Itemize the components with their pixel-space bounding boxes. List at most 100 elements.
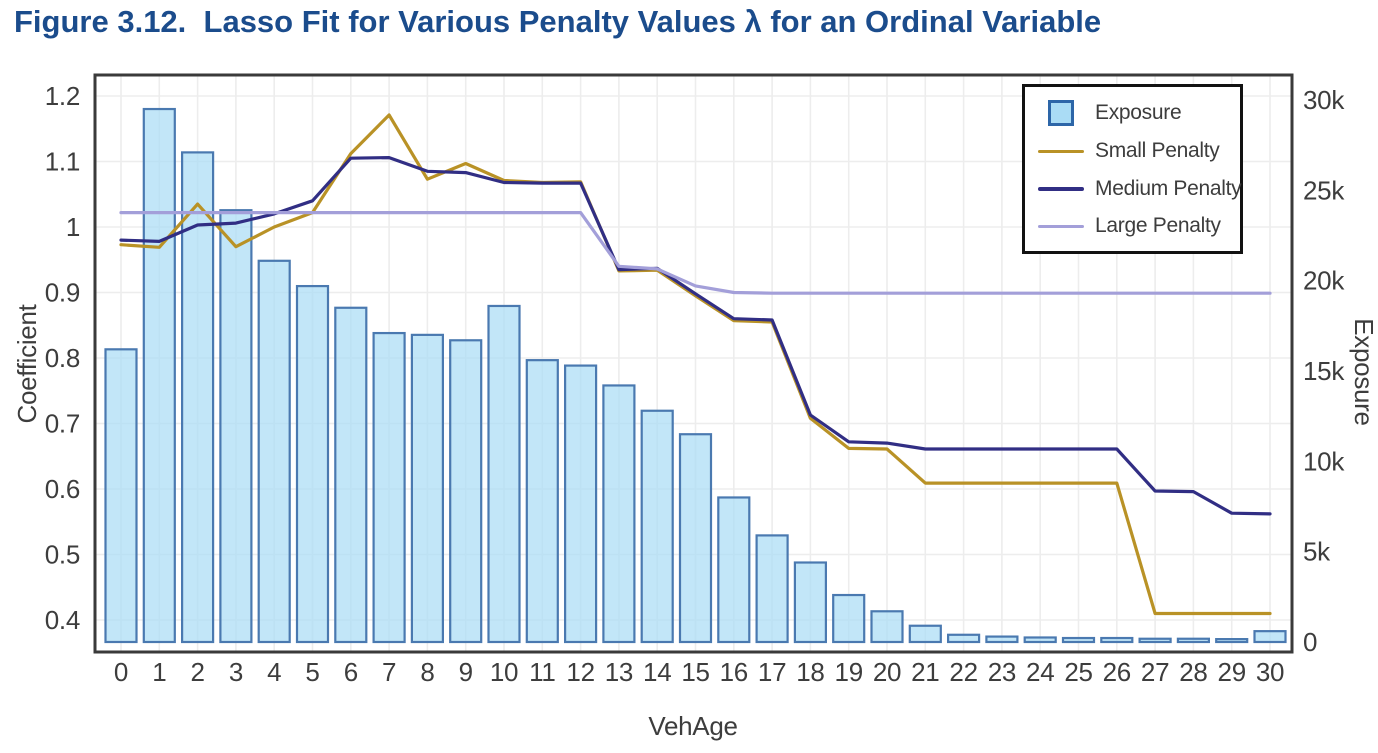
exposure-bar: [181, 151, 215, 644]
x-tick-label: 18: [796, 657, 824, 687]
exposure-bar: [142, 107, 176, 644]
legend-label: Medium Penalty: [1095, 176, 1242, 200]
exposure-bar: [1061, 636, 1096, 644]
x-tick-label: 15: [681, 657, 709, 687]
medium-penalty-line: [119, 156, 1272, 516]
legend: Exposure Small Penalty Medium Penalty La…: [1022, 84, 1243, 254]
x-tick-label: 21: [911, 657, 939, 687]
exposure-bar: [678, 433, 713, 644]
y-right-tick-label: 5k: [1303, 537, 1331, 567]
small-penalty-line-icon: [1038, 149, 1084, 153]
y-right-tick-label: 0: [1303, 627, 1317, 657]
y-left-tick-label: 1.2: [45, 81, 80, 111]
exposure-bar: [640, 409, 674, 644]
exposure-bar: [870, 610, 904, 644]
large-penalty-line-icon: [1038, 224, 1084, 228]
x-tick-label: 11: [529, 657, 555, 687]
x-tick-label: 20: [873, 657, 901, 687]
x-tick-label: 28: [1179, 657, 1207, 687]
y-right-tick-label: 20k: [1303, 266, 1345, 296]
x-tick-label: 14: [643, 657, 671, 687]
exposure-bar: [985, 635, 1019, 644]
x-tick-label: 10: [490, 657, 518, 687]
large-penalty-line: [119, 211, 1272, 295]
legend-item-small-penalty: Small Penalty: [1037, 139, 1230, 163]
y-right-tick-label: 25k: [1303, 175, 1345, 205]
medium-penalty-line-icon: [1038, 187, 1084, 191]
exposure-bar: [295, 284, 330, 644]
exposure-bar: [219, 209, 253, 644]
x-tick-label: 6: [344, 657, 358, 687]
exposure-bar: [563, 364, 598, 644]
x-tick-label: 17: [758, 657, 786, 687]
exposure-bar: [1215, 638, 1249, 644]
x-tick-label: 16: [720, 657, 748, 687]
y-left-tick-label: 0.8: [45, 343, 80, 373]
exposure-bar: [1023, 636, 1057, 644]
exposure-bar: [410, 333, 444, 644]
x-tick-label: 5: [305, 657, 319, 687]
x-tick-label: 12: [566, 657, 594, 687]
exposure-bar: [1100, 636, 1134, 644]
y-left-tick-label: 0.6: [45, 474, 80, 504]
y-right-tick-label: 10k: [1303, 446, 1345, 476]
x-tick-label: 29: [1218, 657, 1246, 687]
y-right-tick-label: 15k: [1303, 356, 1345, 386]
right-axis-title: Exposure: [1349, 318, 1378, 425]
exposure-bar: [334, 306, 368, 644]
exposure-swatch-icon: [1048, 99, 1074, 126]
legend-item-large-penalty: Large Penalty: [1037, 214, 1230, 238]
x-tick-label: 19: [835, 657, 863, 687]
legend-label: Exposure: [1095, 100, 1182, 124]
exposure-bar: [1138, 637, 1172, 644]
exposure-bar: [946, 633, 981, 644]
figure-title: Figure 3.12. Lasso Fit for Various Penal…: [14, 4, 1102, 39]
x-tick-label: 30: [1256, 657, 1284, 687]
x-tick-label: 8: [420, 657, 434, 687]
legend-label: Small Penalty: [1095, 139, 1220, 163]
y-left-tick-label: 0.4: [45, 605, 80, 635]
x-tick-label: 7: [382, 657, 396, 687]
exposure-bar: [487, 304, 521, 644]
x-tick-label: 25: [1064, 657, 1092, 687]
exposure-bar: [372, 331, 406, 644]
exposure-bar: [525, 359, 559, 644]
y-left-tick-label: 1.1: [45, 147, 80, 177]
x-tick-label: 27: [1141, 657, 1169, 687]
x-tick-label: 22: [949, 657, 977, 687]
exposure-bar: [1176, 637, 1211, 644]
exposure-bar: [793, 561, 828, 644]
x-tick-label: 23: [988, 657, 1016, 687]
x-tick-label: 1: [152, 657, 166, 687]
plot-frame: [93, 73, 1294, 654]
x-tick-label: 13: [605, 657, 633, 687]
exposure-bar: [104, 348, 138, 644]
exposure-bar: [717, 496, 751, 644]
x-tick-label: 4: [267, 657, 281, 687]
exposure-bar: [257, 259, 291, 644]
exposure-bar: [908, 624, 942, 644]
x-tick-label: 2: [191, 657, 205, 687]
x-tick-label: 26: [1103, 657, 1131, 687]
legend-label: Large Penalty: [1095, 214, 1221, 238]
left-axis-title: Coefficient: [12, 303, 42, 423]
exposure-bar: [1253, 630, 1287, 644]
y-right-tick-label: 30k: [1303, 85, 1345, 115]
x-tick-label: 24: [1026, 657, 1054, 687]
y-left-tick-label: 0.9: [45, 278, 80, 308]
exposure-bar: [449, 339, 483, 644]
x-axis-title: VehAge: [648, 711, 737, 741]
y-left-tick-label: 1: [66, 212, 80, 242]
x-tick-label: 3: [229, 657, 243, 687]
y-left-tick-label: 0.5: [45, 540, 80, 570]
exposure-bar: [602, 384, 636, 644]
exposure-bar: [832, 593, 866, 644]
x-tick-label: 9: [459, 657, 473, 687]
y-left-tick-label: 0.7: [45, 409, 80, 439]
legend-item-medium-penalty: Medium Penalty: [1037, 177, 1242, 201]
x-tick-label: 0: [114, 657, 128, 687]
legend-item-exposure: Exposure: [1037, 99, 1230, 126]
exposure-bar: [755, 534, 789, 644]
